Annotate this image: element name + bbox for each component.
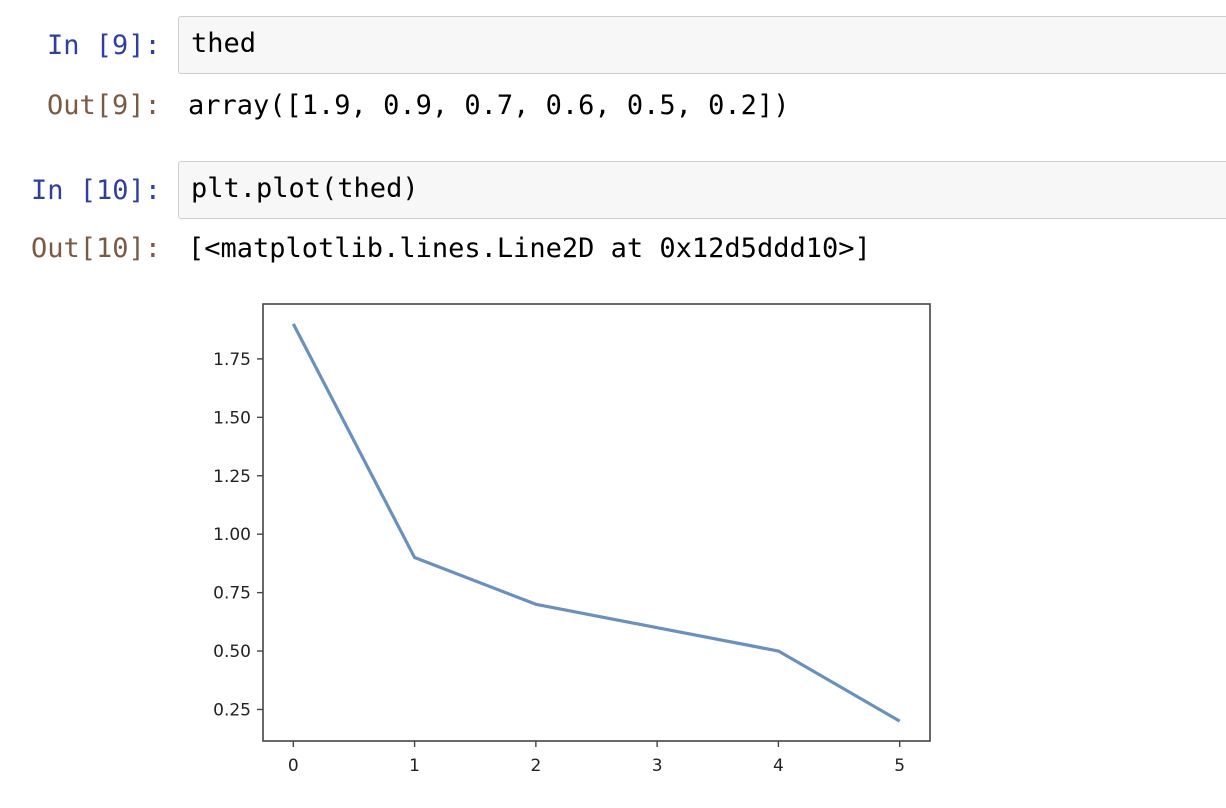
y-tick-label: 0.75 [213, 584, 251, 604]
x-tick-label: 0 [288, 756, 299, 776]
cell-9-out-prompt: Out[9]: [47, 90, 161, 121]
line-plot: 0.25 0.50 0.75 1.00 1.25 1.50 1.75 0 1 2 3 4 5 [213, 303, 931, 776]
x-tick-label: 2 [530, 756, 541, 776]
cell-9-code[interactable]: thed [191, 28, 257, 59]
cell-10-in-prompt: In [10]: [31, 175, 162, 206]
cell-9-in-prompt: In [9]: [47, 30, 161, 61]
series-line-0 [291, 323, 901, 723]
y-tick-label: 1.50 [213, 408, 251, 428]
y-tick-label: 0.25 [213, 700, 251, 720]
x-tick-label: 1 [409, 756, 420, 776]
x-tick-label: 5 [894, 756, 905, 776]
cell-10-input[interactable]: plt.plot(thed) [178, 161, 1226, 219]
cell-10-out-prompt: Out[10]: [31, 233, 162, 264]
y-tick-label: 1.25 [213, 467, 251, 487]
cell-9-input[interactable]: thed [178, 16, 1226, 74]
cell-9-output: array([1.9, 0.9, 0.7, 0.6, 0.5, 0.2]) [188, 90, 790, 121]
x-tick-label: 4 [773, 756, 784, 776]
plot-frame [262, 303, 931, 742]
cell-10-output: [<matplotlib.lines.Line2D at 0x12d5ddd10… [188, 233, 871, 264]
cell-10-code[interactable]: plt.plot(thed) [191, 173, 419, 204]
y-tick-label: 1.00 [213, 525, 251, 545]
x-tick-label: 3 [652, 756, 663, 776]
y-tick-label: 0.50 [213, 642, 251, 662]
y-tick-label: 1.75 [213, 350, 251, 370]
